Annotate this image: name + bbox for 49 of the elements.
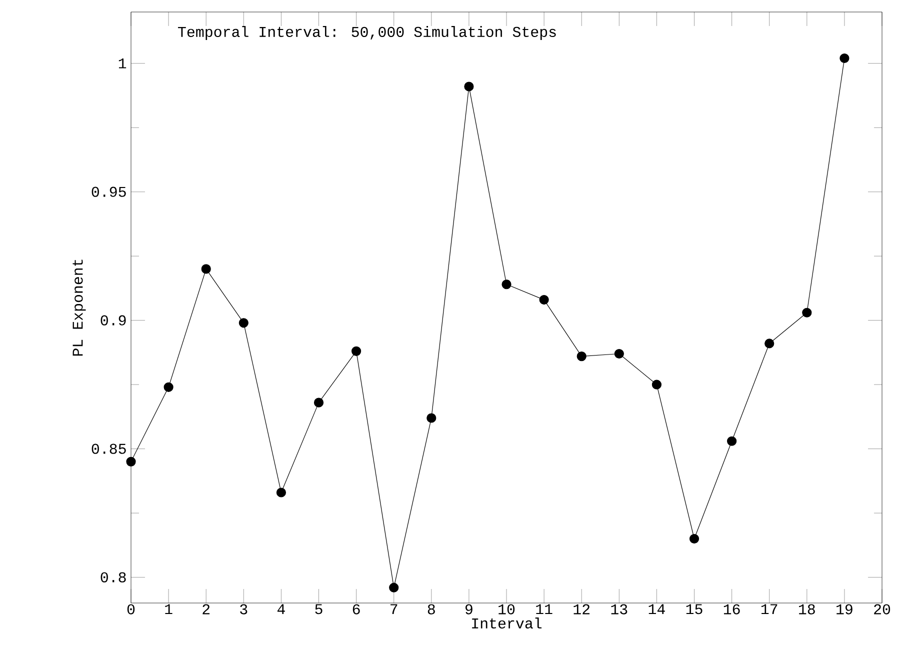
x-tick-label: 4 xyxy=(277,604,285,614)
x-tick-label: 13 xyxy=(611,604,628,614)
x-tick-label: 2 xyxy=(202,604,210,614)
point xyxy=(539,294,549,305)
point xyxy=(238,318,248,328)
x-tick-label: 14 xyxy=(648,604,665,614)
point xyxy=(352,346,362,356)
x-tick-label: 19 xyxy=(836,604,852,614)
point xyxy=(502,280,512,290)
point xyxy=(689,534,700,544)
x-tick-label: 9 xyxy=(466,604,472,614)
point xyxy=(201,264,211,274)
point xyxy=(802,308,812,318)
y-tick-label: 0.95 xyxy=(92,186,126,197)
x-tick-label: 6 xyxy=(352,604,360,614)
y-tick-label: 0.8 xyxy=(100,572,126,582)
x-tick-label: 5 xyxy=(315,604,322,614)
x-tick-label: 8 xyxy=(428,604,435,614)
point xyxy=(314,398,324,408)
y-tick-label: 1 xyxy=(118,58,126,68)
x-axis-title: Interval xyxy=(472,618,542,629)
point xyxy=(464,82,474,92)
point xyxy=(840,53,850,64)
y-axis-title: PL Exponent xyxy=(72,260,86,356)
point xyxy=(389,582,399,592)
x-tick-label: 7 xyxy=(390,604,398,614)
y-tick-label: 0.85 xyxy=(92,444,126,454)
x-tick-label: 12 xyxy=(574,604,590,614)
point xyxy=(164,382,174,392)
x-tick-label: 17 xyxy=(761,604,778,614)
point xyxy=(576,352,586,362)
x-tick-label: 15 xyxy=(686,604,702,614)
x-tick-label: 16 xyxy=(724,604,740,614)
annotation: Temporal Interval: 50,000 Simulation Steps xyxy=(178,26,556,40)
x-tick-label: 11 xyxy=(536,604,552,614)
point xyxy=(276,488,286,498)
point xyxy=(727,436,737,446)
y-tick-label: 0.9 xyxy=(100,315,126,326)
point xyxy=(426,413,436,423)
point xyxy=(652,380,662,390)
x-tick-label: 18 xyxy=(799,604,815,614)
point xyxy=(126,456,136,466)
x-tick-label: 0 xyxy=(127,604,135,614)
x-tick-label: 20 xyxy=(874,604,890,614)
point xyxy=(764,338,774,348)
x-tick-label: 1 xyxy=(165,604,172,614)
x-tick-label: 10 xyxy=(498,604,515,614)
point xyxy=(614,348,624,359)
x-tick-label: 3 xyxy=(240,604,248,614)
